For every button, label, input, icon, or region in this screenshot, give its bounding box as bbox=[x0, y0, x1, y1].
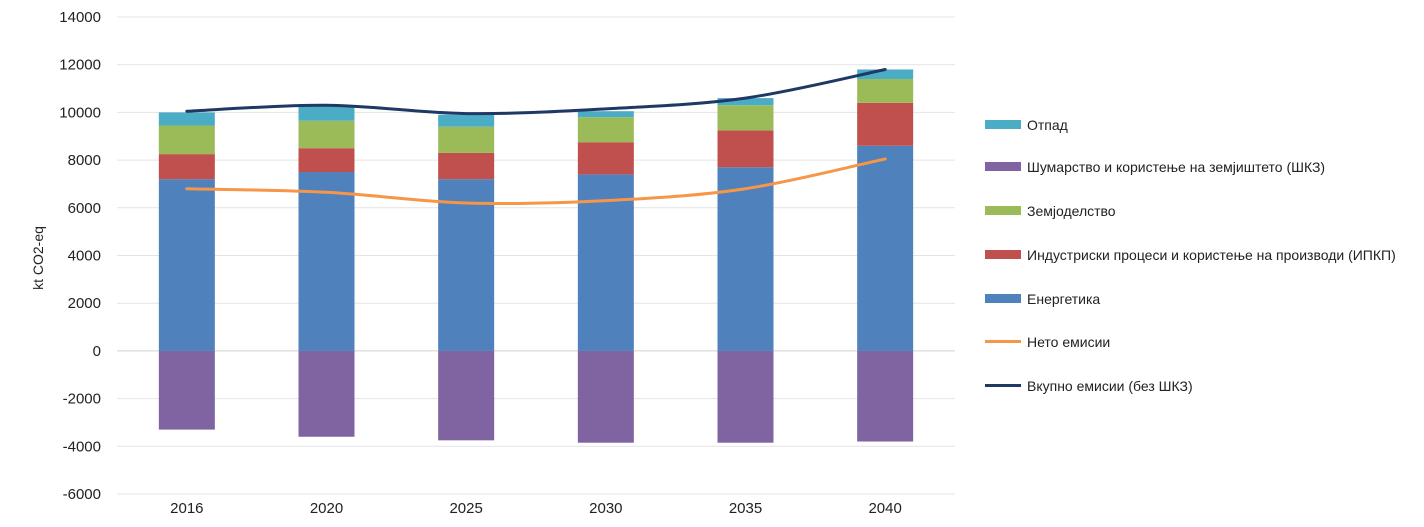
legend-swatch-waste bbox=[985, 120, 1021, 129]
bar-segment bbox=[577, 350, 634, 443]
legend-label-net-emissions: Нето емисии bbox=[1027, 334, 1111, 350]
legend-swatch-agriculture bbox=[985, 206, 1021, 215]
x-tick-label: 2035 bbox=[729, 500, 762, 517]
legend-item-energy: Енергетика bbox=[985, 290, 1412, 309]
legend-swatch-total-emissions bbox=[985, 384, 1021, 387]
legend-label-energy: Енергетика bbox=[1027, 291, 1101, 307]
bar-segment bbox=[857, 350, 914, 442]
bar-segment bbox=[298, 172, 355, 351]
x-tick-label: 2020 bbox=[310, 500, 343, 517]
bar-segment bbox=[577, 174, 634, 351]
bar-segment bbox=[298, 350, 355, 437]
legend-swatch-industry bbox=[985, 250, 1021, 259]
legend-item-agriculture: Земјоделство bbox=[985, 202, 1412, 221]
bar-segment bbox=[298, 105, 355, 121]
y-axis-ticks: -6000 -4000 -2000 0 2000 4000 6000 8000 10000 120… bbox=[59, 9, 101, 503]
bar-segment bbox=[438, 350, 495, 441]
legend-label-industry: Индустриски процеси и користење на произ… bbox=[1027, 247, 1396, 263]
bar-segment bbox=[438, 152, 495, 180]
bar-segment bbox=[158, 154, 215, 180]
y-tick-label: -6000 bbox=[63, 486, 101, 503]
bar-segment bbox=[717, 105, 774, 131]
x-tick-label: 2016 bbox=[170, 500, 203, 517]
bar-segment bbox=[298, 148, 355, 173]
legend-item-net-emissions: Нето емисии bbox=[985, 333, 1412, 352]
y-tick-label: 10000 bbox=[59, 104, 101, 121]
bar-stacks bbox=[158, 69, 914, 443]
gridlines bbox=[117, 16, 955, 495]
bar-segment bbox=[857, 145, 914, 351]
bar-segment bbox=[577, 111, 634, 118]
y-tick-label: 12000 bbox=[59, 57, 101, 74]
bar-segment bbox=[717, 130, 774, 168]
y-tick-label: 4000 bbox=[68, 248, 101, 265]
bar-segment bbox=[857, 69, 914, 80]
bar-segment bbox=[857, 79, 914, 103]
bar-segment bbox=[717, 350, 774, 443]
bar-segment bbox=[158, 350, 215, 430]
y-axis-label: kt CO2-eq bbox=[30, 226, 46, 290]
y-tick-label: 0 bbox=[93, 343, 101, 360]
bar-segment bbox=[158, 112, 215, 126]
x-tick-label: 2040 bbox=[868, 500, 901, 517]
bar-segment bbox=[717, 167, 774, 351]
bar-segment bbox=[438, 179, 495, 351]
bar-segment bbox=[438, 114, 495, 127]
legend-item-waste: Отпад bbox=[985, 116, 1412, 135]
legend-swatch-energy bbox=[985, 294, 1021, 303]
x-tick-label: 2030 bbox=[589, 500, 622, 517]
bar-segment bbox=[158, 179, 215, 351]
bar-segment bbox=[438, 126, 495, 153]
legend-label-agriculture: Земјоделство bbox=[1027, 203, 1116, 219]
legend-label-total-emissions: Вкупно емисии (без ШКЗ) bbox=[1027, 378, 1193, 394]
y-tick-label: 8000 bbox=[68, 152, 101, 169]
legend-label-forestry: Шумарство и користење на земјиштето (ШКЗ… bbox=[1027, 159, 1326, 175]
bar-segment bbox=[577, 117, 634, 143]
bar-segment bbox=[857, 102, 914, 146]
y-tick-label: -4000 bbox=[63, 438, 101, 455]
bar-segment bbox=[158, 125, 215, 155]
x-axis-ticks: 2016 2020 2025 2030 2035 2040 bbox=[170, 500, 902, 517]
bar-segment bbox=[577, 142, 634, 175]
y-tick-label: -2000 bbox=[63, 391, 101, 408]
series-line bbox=[185, 67, 887, 116]
legend-swatch-forestry bbox=[985, 162, 1021, 171]
y-tick-label: 6000 bbox=[68, 200, 101, 217]
legend-item-industry: Индустриски процеси и користење на произ… bbox=[985, 246, 1412, 265]
bar-segment bbox=[298, 120, 355, 149]
legend-item-forestry: Шумарство и користење на земјиштето (ШКЗ… bbox=[985, 158, 1412, 177]
legend-swatch-net-emissions bbox=[985, 340, 1021, 343]
y-tick-label: 14000 bbox=[59, 9, 101, 26]
y-tick-label: 2000 bbox=[68, 295, 101, 312]
legend-label-waste: Отпад bbox=[1027, 117, 1068, 133]
series-line bbox=[185, 157, 887, 206]
bar-segment bbox=[717, 98, 774, 106]
x-tick-label: 2025 bbox=[449, 500, 482, 517]
emissions-chart: -6000 -4000 -2000 0 2000 4000 6000 8000 10000 120… bbox=[30, 9, 955, 517]
legend-item-total-emissions: Вкупно емисии (без ШКЗ) bbox=[985, 377, 1412, 396]
trend-lines bbox=[185, 67, 887, 206]
